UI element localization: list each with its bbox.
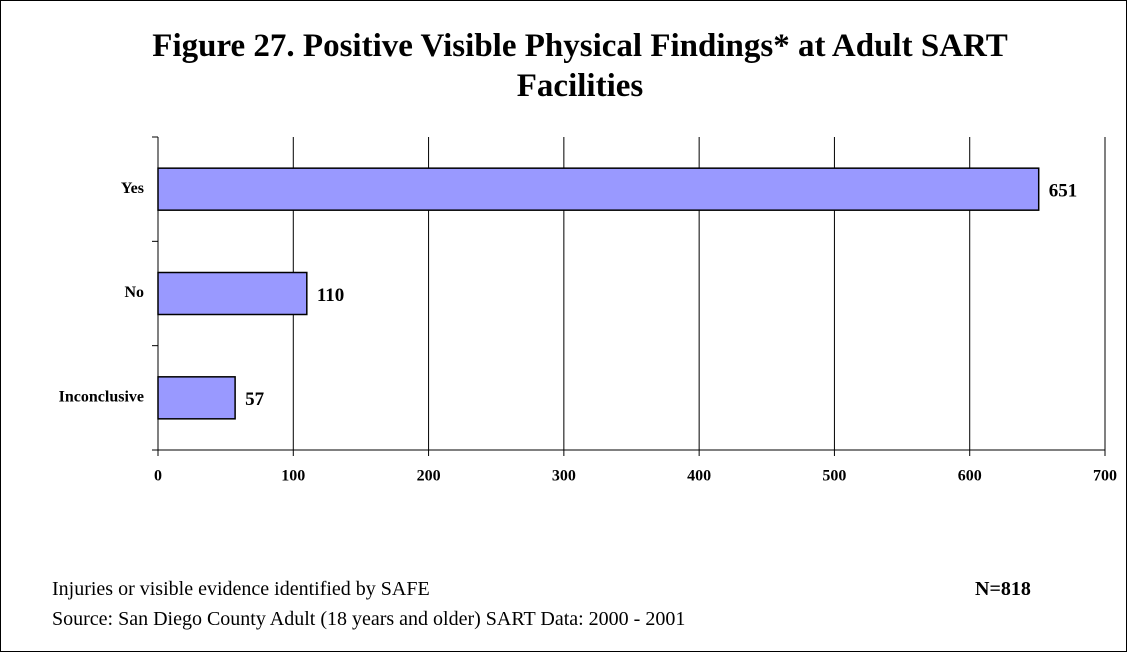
bar xyxy=(157,167,1040,211)
y-tick-label: Inconclusive xyxy=(59,389,144,406)
x-tick-label: 700 xyxy=(1093,468,1117,485)
x-tick-label: 400 xyxy=(687,468,711,485)
x-tick-label: 200 xyxy=(417,468,441,485)
y-tick-label: Yes xyxy=(121,180,144,197)
x-tick-label: 300 xyxy=(552,468,576,485)
note: Injuries or visible evidence identified … xyxy=(52,578,430,600)
data-label: 57 xyxy=(245,389,265,410)
x-tick-label: 500 xyxy=(822,468,846,485)
n-label: N=818 xyxy=(975,578,1031,600)
x-tick-label: 0 xyxy=(154,468,162,485)
y-tick-label: No xyxy=(124,284,144,301)
note: Source: San Diego County Adult (18 years… xyxy=(52,608,686,630)
data-label: 651 xyxy=(1049,181,1078,202)
data-label: 110 xyxy=(317,285,344,306)
chart-title: Figure 27. Positive Visible Physical Fin… xyxy=(152,28,1008,104)
x-tick-label: 100 xyxy=(281,468,305,485)
bar xyxy=(157,376,236,420)
bar xyxy=(157,271,308,316)
x-tick-label: 600 xyxy=(958,468,982,485)
